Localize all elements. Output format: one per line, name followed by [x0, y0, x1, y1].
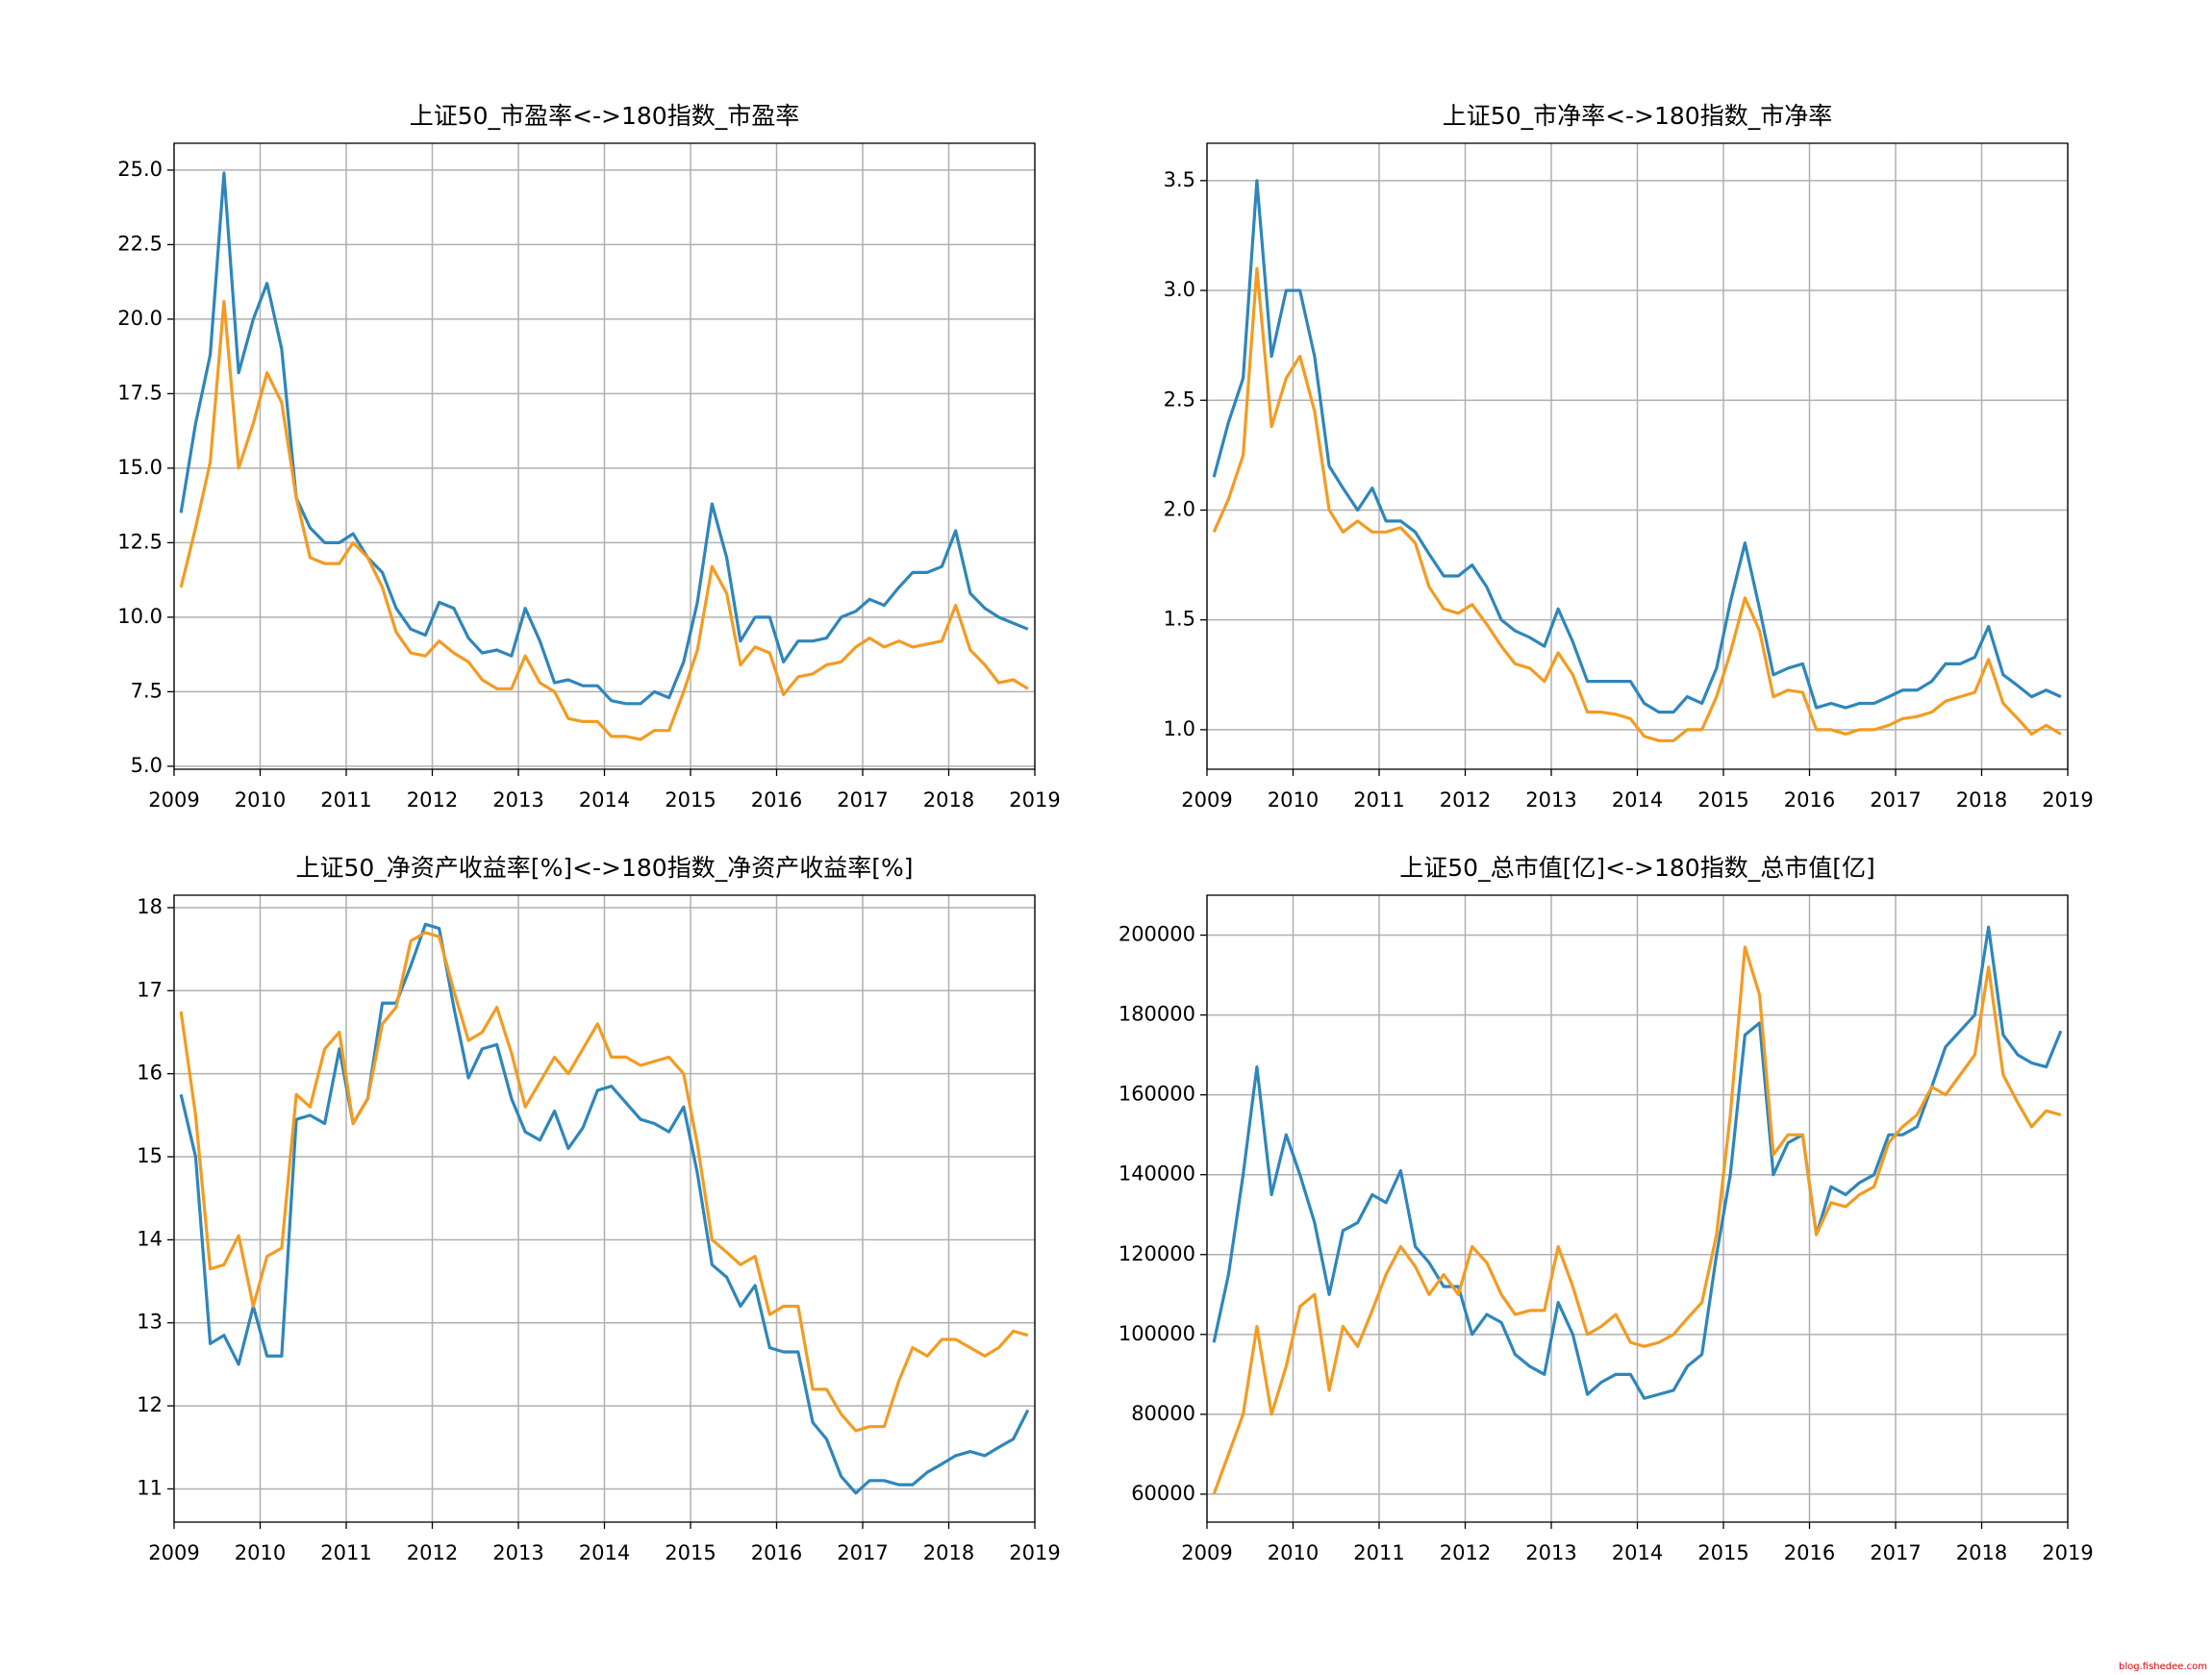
watermark: blog.fishedee.com — [2119, 1662, 2207, 1672]
x-tick-label: 2009 — [148, 1541, 199, 1564]
y-tick-label: 7.5 — [131, 679, 163, 702]
chart-title: 上证50_总市值[亿]<->180指数_总市值[亿] — [1399, 854, 1874, 882]
x-tick-label: 2011 — [320, 1541, 371, 1564]
y-tick-label: 14 — [137, 1227, 163, 1250]
line-series — [1212, 179, 2062, 714]
x-tick-label: 2009 — [1181, 788, 1232, 812]
y-tick-label: 1.0 — [1164, 717, 1195, 740]
x-tick-label: 2018 — [1956, 1541, 2007, 1564]
x-tick-label: 2016 — [1784, 788, 1835, 812]
y-tick-label: 20.0 — [117, 307, 163, 330]
y-tick-label: 200000 — [1119, 923, 1195, 946]
x-tick-label: 2010 — [1268, 788, 1319, 812]
axes-frame — [173, 894, 1036, 1523]
y-tick-label: 16 — [137, 1062, 163, 1085]
x-tick-label: 2012 — [407, 1541, 458, 1564]
x-tick-label: 2011 — [1353, 788, 1404, 812]
y-tick-label: 160000 — [1119, 1083, 1195, 1106]
panel: 上证50_市净率<->180指数_市净率 1.0 1.5 2.0 2.5 3.0 3.5 20… — [1164, 102, 2094, 812]
x-tick-label: 2013 — [1525, 1541, 1576, 1564]
y-tick-label: 13 — [137, 1311, 163, 1334]
y-tick-label: 60000 — [1131, 1482, 1195, 1505]
x-tick-label: 2011 — [320, 788, 371, 812]
x-tick-label: 2014 — [579, 788, 630, 812]
y-tick-label: 11 — [137, 1476, 163, 1499]
y-tick-label: 2.5 — [1164, 388, 1195, 411]
y-tick-label: 17.5 — [117, 381, 163, 404]
line-series — [1212, 266, 2062, 742]
panel: 上证50_净资产收益率[%]<->180指数_净资产收益率[%] 11 12 13 14… — [137, 854, 1060, 1564]
y-tick-label: 3.0 — [1164, 278, 1195, 301]
x-tick-label: 2016 — [751, 1541, 802, 1564]
y-tick-label: 5.0 — [131, 754, 163, 777]
axes-frame — [1206, 894, 2069, 1523]
y-tick-label: 80000 — [1131, 1402, 1195, 1425]
chart-title: 上证50_市净率<->180指数_市净率 — [1443, 102, 1832, 130]
panel: 上证50_市盈率<->180指数_市盈率 5.0 7.5 10.0 12.5 15.0 17… — [117, 102, 1060, 812]
line-series — [179, 171, 1029, 706]
x-tick-label: 2014 — [1612, 788, 1663, 812]
y-tick-label: 12 — [137, 1393, 163, 1416]
x-tick-label: 2012 — [407, 788, 458, 812]
x-tick-label: 2018 — [923, 1541, 974, 1564]
line-series — [179, 299, 1029, 741]
x-tick-label: 2017 — [1870, 788, 1921, 812]
x-tick-label: 2013 — [492, 788, 543, 812]
y-tick-label: 22.5 — [117, 232, 163, 255]
x-tick-label: 2013 — [1525, 788, 1576, 812]
y-tick-label: 120000 — [1119, 1242, 1195, 1265]
x-tick-label: 2013 — [492, 1541, 543, 1564]
y-tick-label: 25.0 — [117, 158, 163, 181]
panel: 上证50_总市值[亿]<->180指数_总市值[亿] 60000 80000 1000… — [1119, 854, 2094, 1564]
x-tick-label: 2012 — [1440, 1541, 1491, 1564]
y-tick-label: 180000 — [1119, 1003, 1195, 1026]
x-tick-label: 2009 — [148, 788, 199, 812]
y-tick-label: 18 — [137, 895, 163, 918]
x-tick-label: 2015 — [1697, 788, 1748, 812]
x-tick-label: 2012 — [1440, 788, 1491, 812]
y-tick-label: 100000 — [1119, 1322, 1195, 1345]
y-tick-label: 12.5 — [117, 530, 163, 553]
chart-title: 上证50_净资产收益率[%]<->180指数_净资产收益率[%] — [296, 854, 914, 882]
y-tick-label: 1.5 — [1164, 608, 1195, 631]
x-tick-label: 2015 — [665, 1541, 716, 1564]
x-tick-label: 2015 — [665, 788, 716, 812]
x-tick-label: 2016 — [1784, 1541, 1835, 1564]
x-tick-label: 2018 — [923, 788, 974, 812]
x-tick-label: 2011 — [1353, 1541, 1404, 1564]
x-tick-label: 2019 — [2042, 1541, 2093, 1564]
y-tick-label: 17 — [137, 978, 163, 1001]
x-tick-label: 2010 — [235, 1541, 286, 1564]
axes-frame — [1206, 142, 2069, 770]
x-tick-label: 2019 — [1009, 1541, 1060, 1564]
y-tick-label: 15.0 — [117, 456, 163, 479]
x-tick-label: 2016 — [751, 788, 802, 812]
y-tick-label: 2.0 — [1164, 497, 1195, 520]
y-tick-label: 140000 — [1119, 1162, 1195, 1186]
x-tick-label: 2015 — [1697, 1541, 1748, 1564]
y-tick-label: 3.5 — [1164, 168, 1195, 191]
line-series — [179, 931, 1029, 1433]
x-tick-label: 2019 — [1009, 788, 1060, 812]
x-tick-label: 2010 — [235, 788, 286, 812]
x-tick-label: 2019 — [2042, 788, 2093, 812]
chart-title: 上证50_市盈率<->180指数_市盈率 — [410, 102, 799, 130]
x-tick-label: 2009 — [1181, 1541, 1232, 1564]
x-tick-label: 2018 — [1956, 788, 2007, 812]
x-tick-label: 2017 — [837, 788, 888, 812]
line-series — [1212, 945, 2062, 1495]
x-tick-label: 2014 — [1612, 1541, 1663, 1564]
y-tick-label: 15 — [137, 1144, 163, 1167]
x-tick-label: 2014 — [579, 1541, 630, 1564]
x-tick-label: 2017 — [837, 1541, 888, 1564]
y-tick-label: 10.0 — [117, 605, 163, 628]
line-series — [1212, 925, 2063, 1400]
line-series — [179, 922, 1030, 1495]
x-tick-label: 2017 — [1870, 1541, 1921, 1564]
x-tick-label: 2010 — [1268, 1541, 1319, 1564]
axes-frame — [173, 142, 1036, 770]
